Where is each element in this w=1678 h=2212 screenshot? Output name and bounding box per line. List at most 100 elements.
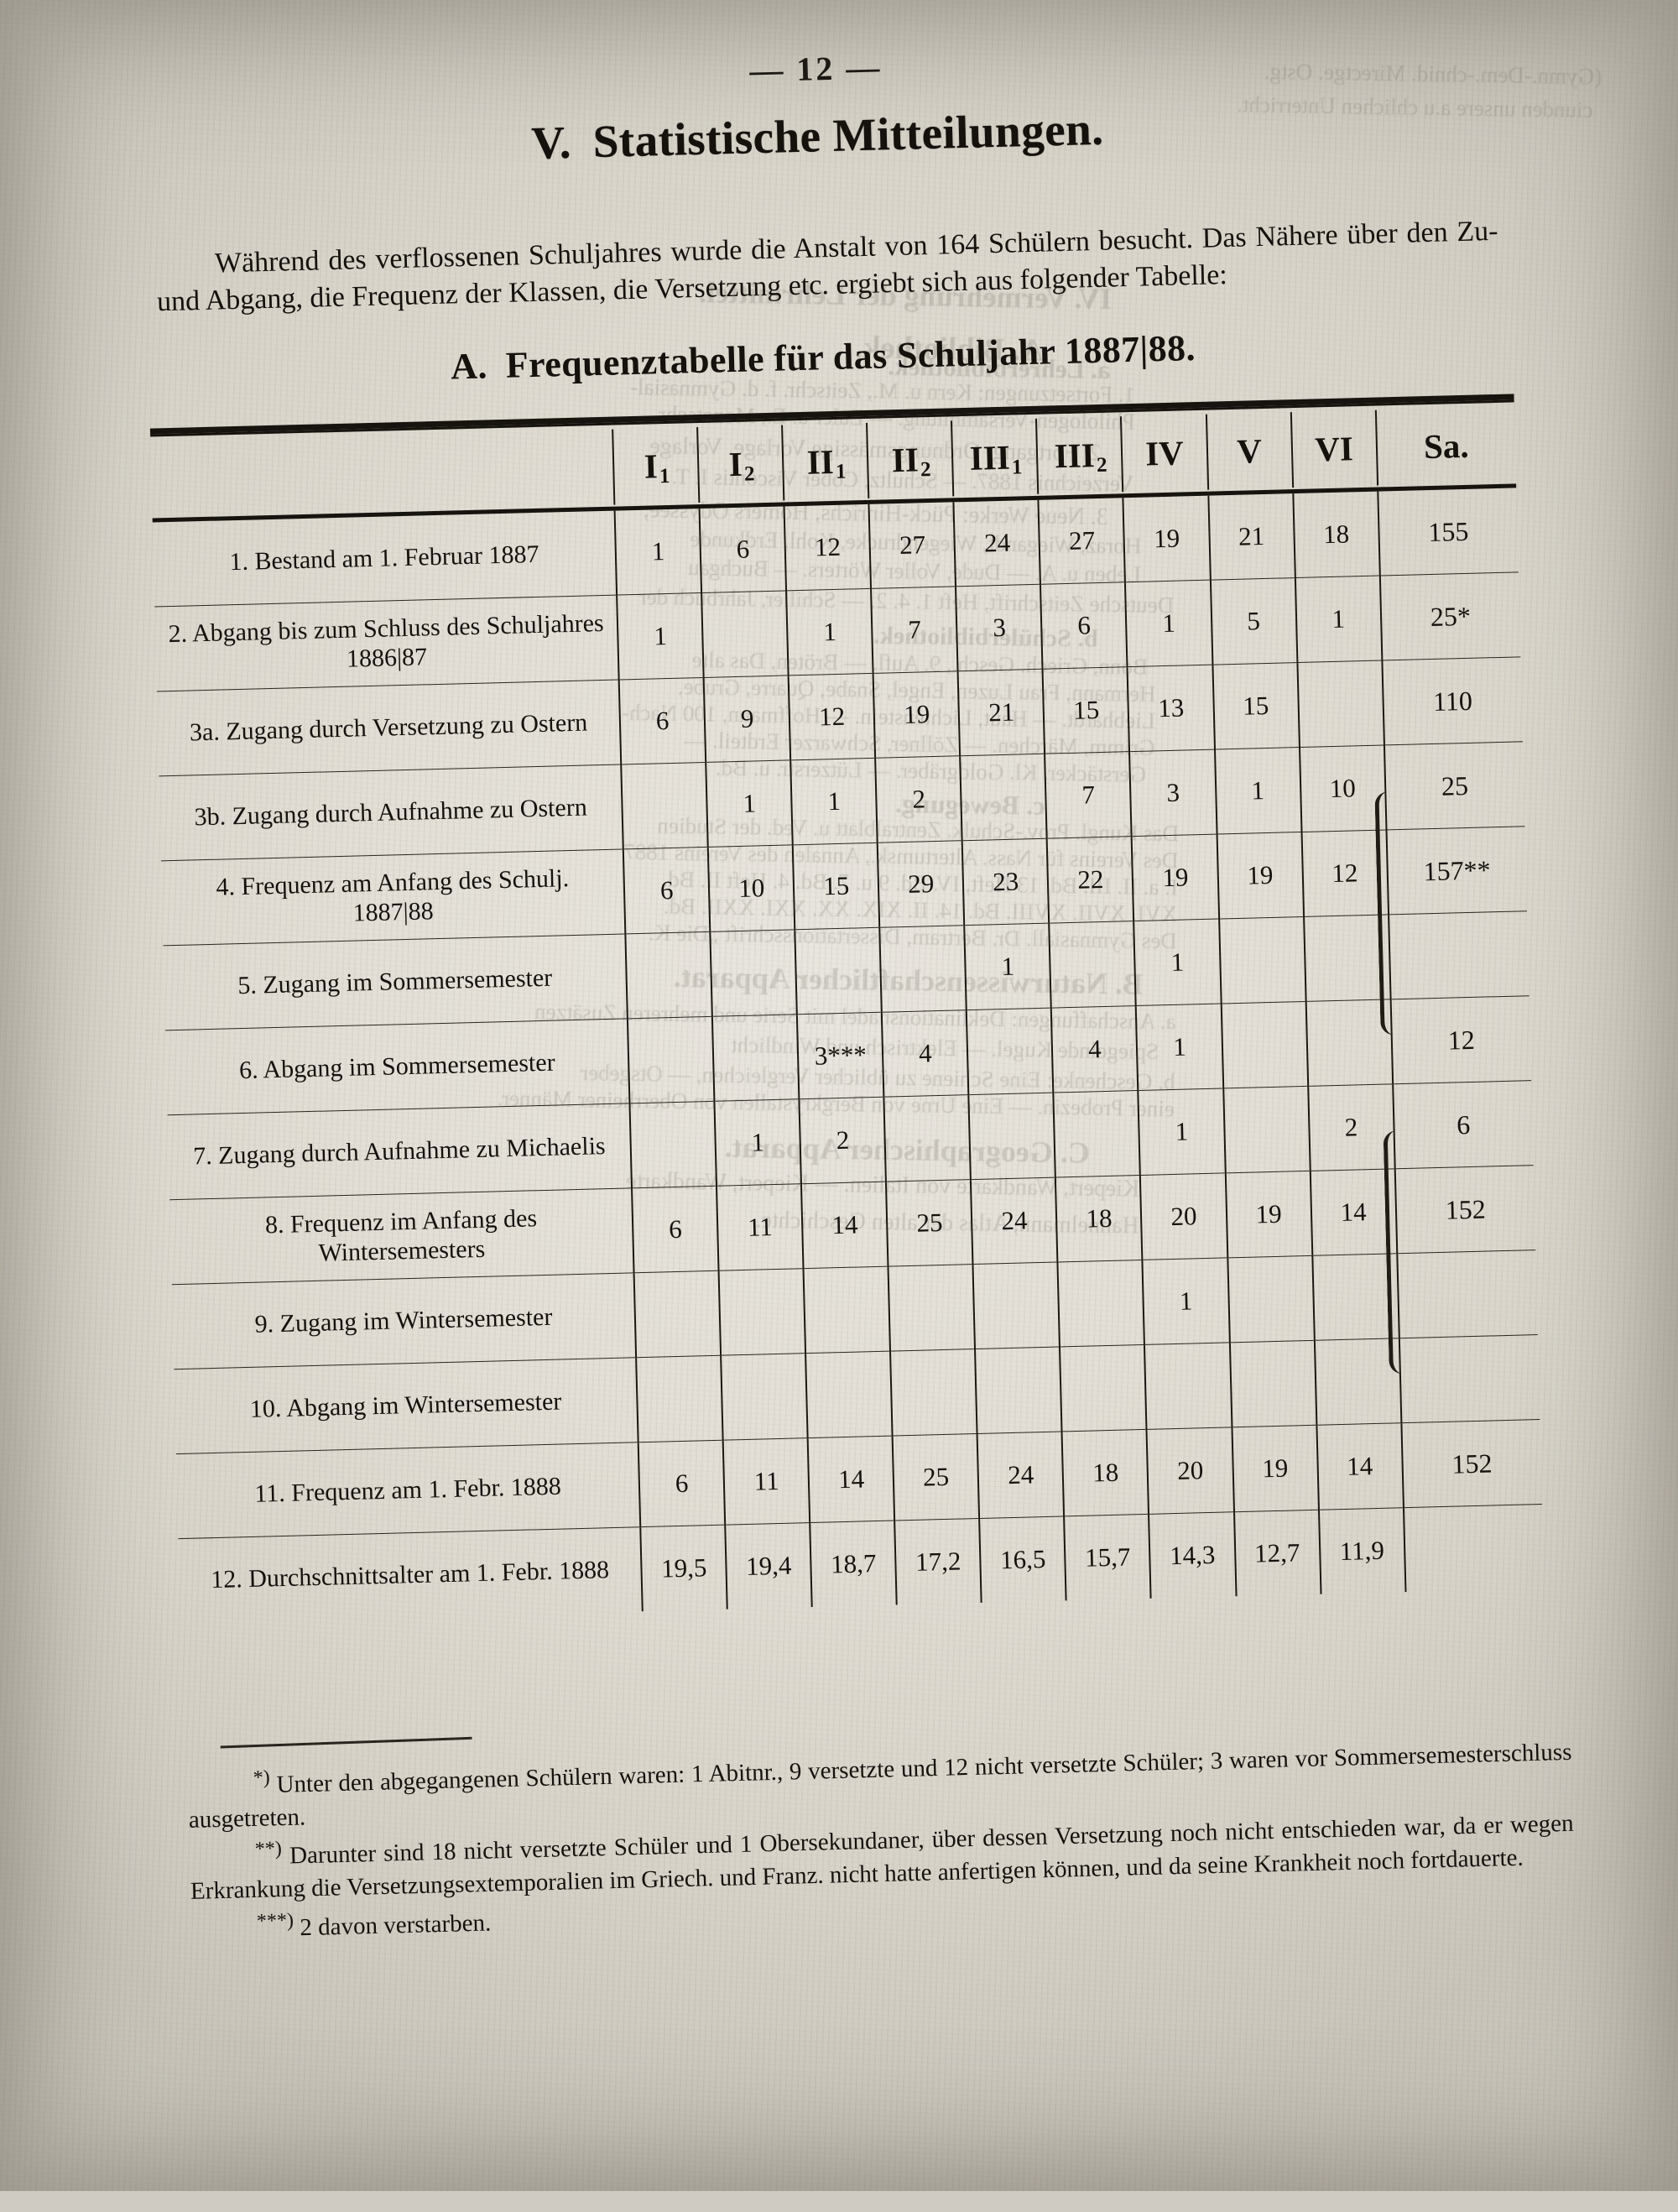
cell: 20 — [1140, 1172, 1227, 1260]
table-body: 1. Bestand am 1. Februar 1887 1 6 12 27 … — [152, 488, 1545, 1624]
cell: 18 — [1061, 1429, 1149, 1516]
cell-sum — [1399, 1334, 1540, 1423]
cell: 1 — [714, 1098, 802, 1187]
row-label: 3b. Zugang durch Aufnahme zu Ostern — [159, 764, 623, 861]
cell: 1 — [1136, 1003, 1223, 1091]
cell-sum: 25 — [1384, 741, 1525, 830]
cell: 2 — [799, 1097, 887, 1184]
cell — [1218, 916, 1306, 1004]
chapter-numeral: V. — [530, 116, 572, 169]
footnote-two-marker: **) — [254, 1838, 283, 1861]
cell: 14 — [1310, 1168, 1397, 1256]
cell — [803, 1266, 891, 1354]
column-header-IV: IV — [1121, 414, 1208, 493]
cell — [1311, 1253, 1399, 1341]
cell: 12 — [784, 503, 872, 591]
cell — [1060, 1344, 1147, 1432]
intro-paragraph: Während des verflossenen Schuljahres wur… — [156, 215, 1498, 318]
cell — [960, 754, 1048, 841]
cell: 14,3 — [1149, 1511, 1237, 1599]
cell: 5 — [1210, 577, 1297, 665]
cell: 6 — [638, 1440, 726, 1527]
footnote-separator-rule — [220, 1736, 472, 1749]
table-title-text: Frequenztabelle für das Schuljahr 1887|8… — [505, 327, 1196, 386]
cell: 7 — [1045, 751, 1133, 839]
cell: 17,2 — [894, 1518, 982, 1605]
column-header-blank — [150, 429, 615, 517]
cell — [1227, 1255, 1315, 1343]
cell: 19 — [1225, 1171, 1312, 1258]
cell: 9 — [703, 675, 791, 763]
cell: 10 — [707, 844, 795, 932]
cell: 6 — [618, 677, 706, 764]
cell — [795, 927, 883, 1015]
cell-sum — [1396, 1249, 1538, 1338]
cell: 1 — [786, 588, 873, 676]
cell: 19 — [873, 670, 961, 759]
cell: 6 — [699, 506, 787, 593]
cell: 25 — [892, 1433, 980, 1521]
cell: 18,7 — [810, 1521, 897, 1608]
cell-sum — [1388, 910, 1529, 999]
cell — [879, 925, 967, 1013]
cell-sum: 157** — [1373, 790, 1528, 1036]
cell: 1 — [1133, 919, 1222, 1006]
row-label: 7. Zugang durch Aufnahme zu Michaelis — [167, 1103, 633, 1200]
row-label: 12. Durchschnittsalter am 1. Febr. 1888 — [178, 1526, 643, 1624]
cell: 1 — [1295, 576, 1382, 663]
row-label: 11. Frequenz am 1. Febr. 1888 — [175, 1442, 641, 1539]
cell — [1229, 1340, 1316, 1427]
table-title-label: A. — [450, 345, 488, 388]
cell-sum: 25* — [1379, 571, 1521, 661]
cell: 1 — [790, 758, 878, 845]
column-header-II2: II2 — [867, 420, 954, 498]
chapter-title: Statistische Mitteilungen. — [591, 102, 1105, 168]
cell: 14 — [807, 1436, 895, 1523]
row-label: 6. Abgang im Sommersemester — [165, 1018, 630, 1115]
cell: 4 — [882, 1009, 969, 1098]
cell: 2 — [1307, 1083, 1395, 1171]
cell — [1303, 914, 1391, 1002]
cell — [968, 1093, 1056, 1180]
cell: 14 — [801, 1182, 889, 1269]
cell: 21 — [957, 669, 1045, 756]
cell: 6 — [1040, 582, 1128, 670]
cell: 1 — [614, 509, 702, 596]
cell: 19,5 — [640, 1525, 727, 1612]
cell: 10 — [1299, 744, 1387, 832]
column-header-I1: I1 — [612, 427, 700, 505]
cell — [633, 1270, 722, 1358]
cell: 12 — [788, 673, 876, 760]
cell: 1 — [706, 759, 793, 848]
cell-sum: 152 — [1383, 1129, 1536, 1375]
cell — [718, 1268, 806, 1356]
row-label: 4. Frequenz am Anfang des Schulj. 1887|8… — [160, 848, 626, 946]
cell: 3*** — [797, 1012, 884, 1099]
cell — [710, 929, 798, 1017]
cell: 12,7 — [1233, 1510, 1321, 1597]
cell — [625, 931, 713, 1019]
cell: 11,9 — [1318, 1507, 1406, 1594]
cell — [890, 1349, 977, 1437]
cell — [975, 1346, 1062, 1434]
cell: 19 — [1217, 832, 1304, 920]
cell — [883, 1094, 972, 1182]
cell: 27 — [868, 502, 956, 589]
cell: 19 — [1132, 834, 1219, 921]
cell-sum: 155 — [1377, 488, 1519, 576]
cell: 24 — [971, 1177, 1058, 1265]
row-label: 3a. Zugang durch Versetzung zu Ostern — [156, 680, 622, 776]
column-header-III2: III2 — [1036, 416, 1123, 494]
cell: 15 — [792, 843, 880, 930]
cell: 11 — [717, 1183, 804, 1271]
column-header-III1: III1 — [951, 418, 1039, 497]
cell — [972, 1262, 1060, 1349]
cell: 21 — [1207, 493, 1295, 581]
row-label: 9. Zugang im Wintersemester — [171, 1272, 637, 1369]
cell: 15 — [1042, 666, 1130, 754]
cell — [712, 1014, 800, 1102]
cell: 16,5 — [979, 1516, 1067, 1603]
cell: 13 — [1127, 665, 1215, 752]
cell: 2 — [875, 755, 963, 843]
